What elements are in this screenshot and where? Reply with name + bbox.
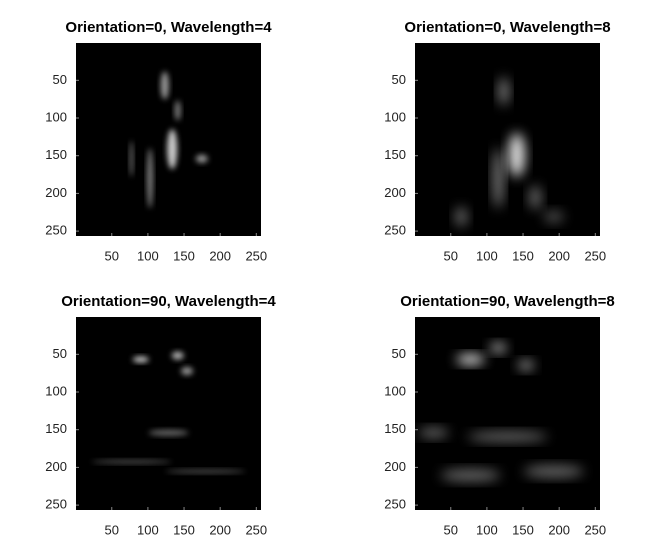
x-tick-label: 100 xyxy=(137,522,159,537)
image-texture xyxy=(493,148,503,208)
y-tick-label: 100 xyxy=(45,109,67,124)
x-tick-label: 250 xyxy=(245,248,267,263)
x-tick-label: 50 xyxy=(105,522,119,537)
image-texture xyxy=(499,77,509,105)
image-texture xyxy=(490,343,506,353)
y-tick-label: 50 xyxy=(53,72,67,87)
subplot: Orientation=0, Wavelength=8 50 100 150 200 25… xyxy=(384,19,610,263)
x-tick-label: 100 xyxy=(137,248,159,263)
y-tick-label: 100 xyxy=(384,109,406,124)
y-tick-label: 200 xyxy=(45,185,67,200)
y-tick-label: 100 xyxy=(45,383,67,398)
y-tick-label: 150 xyxy=(384,147,406,162)
y-tick-label: 200 xyxy=(384,459,406,474)
figure: Orientation=0, Wavelength=4 50 100 150 200 25… xyxy=(0,0,656,541)
y-tick-label: 250 xyxy=(45,497,67,512)
image-texture xyxy=(161,71,169,99)
image-texture xyxy=(149,430,189,436)
x-tick-label: 50 xyxy=(105,248,119,263)
image-texture xyxy=(181,367,193,375)
y-tick-label: 250 xyxy=(384,497,406,512)
subplot-title: Orientation=90, Wavelength=8 xyxy=(400,293,615,310)
image-texture xyxy=(166,469,246,473)
page: Orientation=0, Wavelength=4 50 100 150 200 25… xyxy=(0,0,656,541)
y-tick-label: 250 xyxy=(384,223,406,238)
x-tick-label: 150 xyxy=(512,248,534,263)
image-texture xyxy=(167,129,177,169)
subplot-title: Orientation=0, Wavelength=8 xyxy=(404,19,610,36)
image-texture xyxy=(509,133,525,177)
image-texture xyxy=(133,356,149,362)
image-texture xyxy=(441,469,501,481)
image xyxy=(415,317,600,510)
image-texture xyxy=(524,465,584,477)
y-tick-label: 50 xyxy=(392,72,406,87)
y-tick-label: 150 xyxy=(45,147,67,162)
x-tick-label: 200 xyxy=(548,248,570,263)
x-tick-label: 50 xyxy=(444,248,458,263)
y-tick-label: 150 xyxy=(45,421,67,436)
y-tick-label: 150 xyxy=(384,421,406,436)
x-tick-label: 100 xyxy=(476,248,498,263)
x-tick-label: 250 xyxy=(245,522,267,537)
image-texture xyxy=(518,360,534,370)
image-texture xyxy=(419,428,449,438)
image-texture xyxy=(468,432,548,442)
image-texture xyxy=(455,207,467,227)
x-tick-label: 200 xyxy=(548,522,570,537)
image xyxy=(76,317,261,510)
x-tick-label: 200 xyxy=(209,248,231,263)
x-tick-label: 150 xyxy=(173,248,195,263)
image-texture xyxy=(529,185,541,209)
image-texture xyxy=(457,354,485,364)
subplot-title: Orientation=90, Wavelength=4 xyxy=(61,293,276,310)
image-texture xyxy=(175,101,181,121)
x-tick-label: 200 xyxy=(209,522,231,537)
x-tick-label: 150 xyxy=(173,522,195,537)
image xyxy=(415,43,600,236)
x-tick-label: 50 xyxy=(444,522,458,537)
image-texture xyxy=(544,211,564,223)
subplot: Orientation=90, Wavelength=8 50 100 150 200 2… xyxy=(384,293,614,537)
x-tick-label: 150 xyxy=(512,522,534,537)
y-tick-label: 100 xyxy=(384,383,406,398)
subplot-title: Orientation=0, Wavelength=4 xyxy=(65,19,272,36)
image-texture xyxy=(147,148,153,208)
y-tick-label: 200 xyxy=(384,185,406,200)
image-texture xyxy=(196,155,208,163)
subplot: Orientation=0, Wavelength=4 50 100 150 200 25… xyxy=(45,19,272,263)
y-tick-label: 250 xyxy=(45,223,67,238)
x-tick-label: 100 xyxy=(476,522,498,537)
x-tick-label: 250 xyxy=(584,522,606,537)
y-tick-label: 50 xyxy=(392,346,406,361)
image-texture xyxy=(92,460,172,464)
x-tick-label: 250 xyxy=(584,248,606,263)
image-texture xyxy=(130,141,134,177)
y-tick-label: 50 xyxy=(53,346,67,361)
image-texture xyxy=(172,352,184,360)
y-tick-label: 200 xyxy=(45,459,67,474)
subplot: Orientation=90, Wavelength=4 50 100 150 200 2… xyxy=(45,293,276,537)
